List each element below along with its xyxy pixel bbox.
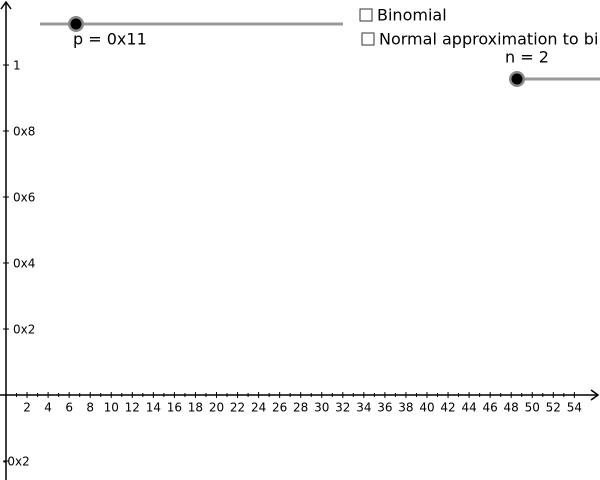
x-tick-label: 44	[461, 401, 476, 415]
x-tick-label: 18	[188, 401, 203, 415]
x-tick-label: 8	[86, 401, 94, 415]
x-tick-label: 26	[272, 401, 287, 415]
x-tick-label: 14	[146, 401, 161, 415]
x-tick-label: 54	[567, 401, 582, 415]
p-slider-label: p = 0x11	[73, 30, 147, 49]
x-tick-label: 10	[104, 401, 119, 415]
x-tick-label: 38	[398, 401, 413, 415]
x-tick-label: 34	[356, 401, 371, 415]
x-tick-label: 36	[377, 401, 392, 415]
x-tick-label: 50	[525, 401, 540, 415]
y-tick-label: 1	[13, 59, 21, 73]
x-tick-label: 40	[419, 401, 434, 415]
y-tick-label: 0x8	[13, 125, 35, 139]
x-tick-label: 46	[483, 401, 498, 415]
y-tick-label: 0x2	[13, 323, 35, 337]
x-tick-label: 12	[125, 401, 140, 415]
n-slider-knob[interactable]	[511, 73, 523, 85]
x-axis-arrow	[590, 389, 600, 401]
n-slider-label: n = 2	[505, 48, 549, 67]
y-tick-label: 0x6	[13, 191, 35, 205]
x-tick-label: 4	[44, 401, 52, 415]
y-tick-label: 0x4	[13, 257, 35, 271]
x-tick-label: 22	[230, 401, 245, 415]
x-tick-label: 30	[314, 401, 329, 415]
x-tick-label: 42	[440, 401, 455, 415]
x-tick-label: 24	[251, 401, 266, 415]
x-tick-label: 2	[23, 401, 31, 415]
x-tick-label: 52	[546, 401, 561, 415]
normal-label[interactable]: Normal approximation to bi	[379, 30, 598, 49]
x-tick-label: 28	[293, 401, 308, 415]
normal-checkbox[interactable]	[361, 32, 375, 46]
x-tick-label: 20	[209, 401, 224, 415]
x-tick-label: 48	[504, 401, 519, 415]
binomial-label[interactable]: Binomial	[377, 6, 447, 25]
x-tick-label: 16	[167, 401, 182, 415]
x-tick-label: 6	[65, 401, 73, 415]
binomial-checkbox[interactable]	[359, 8, 373, 22]
y-axis-arrow	[0, 0, 12, 10]
p-slider-knob[interactable]	[70, 18, 82, 30]
y-tick-label: -0x2	[3, 455, 30, 469]
x-tick-label: 32	[335, 401, 350, 415]
